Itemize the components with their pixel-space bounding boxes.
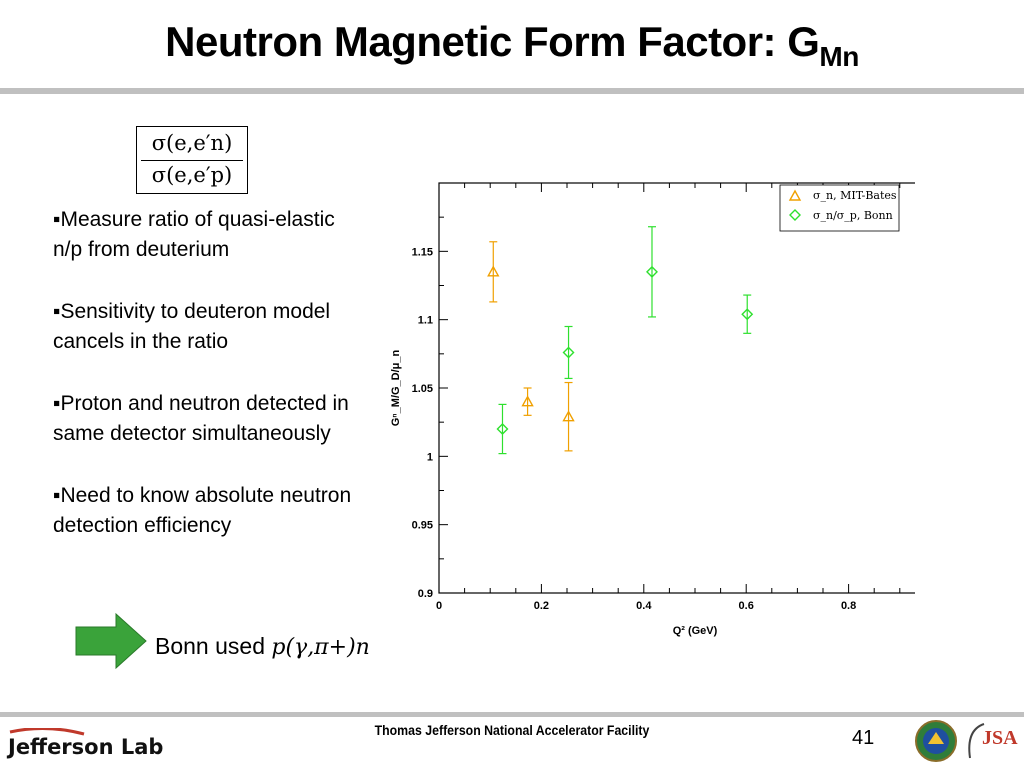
legend-markers <box>788 189 802 221</box>
legend: σ_n, MIT-Bates σ_n/σ_p, Bonn <box>779 184 900 232</box>
legend-entry-mit-bates: σ_n, MIT-Bates <box>813 189 897 202</box>
y-tick-label: 1.15 <box>412 246 433 258</box>
data-point-s0 <box>562 381 575 452</box>
diamond-marker <box>496 423 509 435</box>
data-point-s1 <box>646 226 658 318</box>
data-point-s0 <box>521 387 534 416</box>
title-text: Neutron Magnetic Form Factor: G <box>165 18 820 65</box>
bullet-list: ▪Measure ratio of quasi-elastic n/p from… <box>53 205 353 541</box>
formula-denominator: σ(e,e′p) <box>151 163 233 187</box>
x-tick-label: 0.8 <box>841 600 856 612</box>
y-tick-label: 1.1 <box>418 315 433 327</box>
bonn-note: Bonn used p(γ,π+)n <box>155 633 370 660</box>
x-axis-label: Q² (GeV) <box>673 625 718 637</box>
triangle-marker <box>521 395 534 407</box>
logo-text: Jefferson Lab <box>6 735 163 759</box>
doe-seal-icon <box>915 720 957 762</box>
bullet-item: ▪Proton and neutron detected in same det… <box>53 392 349 445</box>
data-point-s1 <box>562 325 575 380</box>
y-tick-label: 0.9 <box>418 588 433 600</box>
diamond-marker <box>562 346 575 359</box>
y-tick-labels: 0.9 0.95 1 1.05 1.1 1.15 <box>412 246 433 600</box>
green-arrow-icon <box>75 612 147 670</box>
gmn-chart: 0.9 0.95 1 1.05 1.1 1.15 0 0.2 0.4 0.6 0.8 1 Q² (G… <box>390 182 915 637</box>
bottom-divider <box>0 712 1024 717</box>
jefferson-lab-logo: Jefferson Lab <box>6 728 163 759</box>
slide-title: Neutron Magnetic Form Factor: GMn <box>0 18 1024 73</box>
x-tick-label: 0 <box>436 600 442 612</box>
bullet-item: ▪Measure ratio of quasi-elastic n/p from… <box>53 208 335 261</box>
y-tick-label: 0.95 <box>412 520 433 532</box>
page-number: 41 <box>852 727 875 749</box>
legend-diamond-marker <box>789 209 801 221</box>
diamond-marker <box>646 265 658 278</box>
y-tick-label: 1.05 <box>412 383 433 395</box>
title-subscript: Mn <box>819 41 859 72</box>
data-points <box>487 226 754 455</box>
legend-entry-bonn: σ_n/σ_p, Bonn <box>813 209 893 222</box>
bullet-item: ▪Need to know absolute neutron detection… <box>53 484 352 537</box>
y-tick-label: 1 <box>427 451 433 463</box>
x-tick-label: 0.4 <box>636 600 652 612</box>
y-axis-label: Gⁿ_M/G_D/μ_n <box>390 349 402 426</box>
formula-numerator: σ(e,e′n) <box>151 131 233 155</box>
jsa-logo: JSA <box>968 723 1018 759</box>
note-prefix: Bonn used <box>155 633 272 659</box>
bullet-item: ▪Sensitivity to deuteron model cancels i… <box>53 300 331 353</box>
x-tick-label: 0.2 <box>534 600 549 612</box>
note-reaction: p(γ,π+)n <box>271 635 370 660</box>
triangle-marker <box>487 265 500 277</box>
plot-frame <box>438 182 915 594</box>
fraction-bar <box>141 160 243 161</box>
diamond-marker <box>741 308 754 321</box>
data-point-s0 <box>487 241 500 303</box>
x-tick-labels: 00.20.40.60.81 <box>436 600 856 612</box>
jsa-text: JSA <box>982 727 1018 749</box>
data-point-s1 <box>741 294 754 334</box>
legend-triangle-marker <box>788 189 802 201</box>
ratio-formula: σ(e,e′n) σ(e,e′p) <box>136 126 248 194</box>
footer-institution: Thomas Jefferson National Accelerator Fa… <box>374 722 650 738</box>
logo-swoosh-icon <box>9 728 85 736</box>
triangle-marker <box>562 410 575 422</box>
legend-box <box>779 184 900 232</box>
x-tick-label: 0.6 <box>739 600 754 612</box>
data-point-s1 <box>496 403 509 455</box>
jsa-swirl-icon <box>968 723 985 759</box>
top-divider <box>0 88 1024 94</box>
